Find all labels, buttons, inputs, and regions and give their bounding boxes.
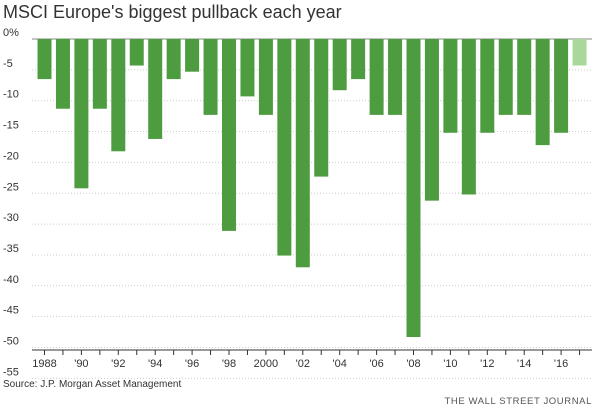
y-tick-label: -35 — [3, 243, 19, 255]
bar-2000 — [258, 39, 273, 115]
bar-2005 — [351, 39, 366, 80]
x-tick-label: '96 — [185, 358, 199, 370]
gridlines — [32, 38, 592, 379]
x-tick-label: '08 — [406, 358, 420, 370]
x-tick-label: 1988 — [32, 358, 56, 370]
y-tick-label: -55 — [3, 366, 19, 378]
x-tick-label: '98 — [222, 358, 236, 370]
y-tick-label: -25 — [3, 181, 19, 193]
x-tick-label: '02 — [296, 358, 310, 370]
y-axis-tick-labels: 0% -5 -10 -15 -20 -25 -30 -35 -40 -45 -50 -55 — [3, 27, 19, 378]
bar-2004 — [332, 39, 347, 91]
bar-1990 — [74, 39, 89, 189]
y-tick-label: -20 — [3, 150, 19, 162]
y-tick-label: -5 — [3, 58, 13, 70]
x-tick-label: '90 — [74, 358, 88, 370]
bar-1998 — [222, 39, 236, 231]
bar-2001 — [277, 39, 292, 256]
bar-1992 — [111, 39, 126, 152]
publisher-credit: THE WALL STREET JOURNAL — [444, 396, 592, 407]
bar-2012 — [480, 39, 495, 133]
bar-1995 — [166, 39, 181, 80]
bar-2013 — [498, 39, 513, 115]
x-tick-label: '12 — [480, 358, 494, 370]
bar-1989 — [55, 39, 70, 109]
x-tick-label: '10 — [443, 358, 457, 370]
bar-1997 — [203, 39, 218, 115]
x-tick-label: 2000 — [254, 358, 278, 370]
y-tick-label: -40 — [3, 274, 19, 286]
bar-1996 — [185, 39, 200, 72]
bar-1993 — [129, 39, 144, 66]
source-note: Source: J.P. Morgan Asset Management — [3, 379, 182, 390]
bar-1991 — [92, 39, 107, 109]
bar-2010 — [443, 39, 458, 133]
y-tick-label: -15 — [3, 120, 19, 132]
x-tick-label: '94 — [148, 358, 162, 370]
bar-2003 — [314, 39, 329, 177]
bar-2002 — [295, 39, 310, 268]
bar-2009 — [424, 39, 439, 201]
chart-title: MSCI Europe's biggest pullback each year — [3, 2, 342, 22]
x-tick-label: '06 — [369, 358, 383, 370]
y-tick-label: -50 — [3, 336, 19, 348]
bar-2011 — [461, 39, 476, 195]
bar-2014 — [517, 39, 532, 115]
bar-series — [37, 39, 587, 338]
bar-2015 — [535, 39, 550, 146]
bar-2006 — [369, 39, 384, 115]
y-tick-label: 0% — [3, 27, 19, 39]
bar-2007 — [388, 39, 403, 115]
x-tick-label: '14 — [517, 358, 531, 370]
bar-1988 — [37, 39, 52, 80]
x-axis: 1988 '90 '92 '94 '96 '98 2000 '02 '04 '06 '08 '10 '1… — [32, 349, 592, 370]
y-tick-label: -30 — [3, 212, 19, 224]
x-tick-label: '16 — [554, 358, 568, 370]
bar-2016 — [554, 39, 569, 133]
bar-1994 — [148, 39, 163, 139]
y-tick-label: -10 — [3, 89, 19, 101]
x-tick-label: '04 — [333, 358, 347, 370]
bar-2017 — [572, 39, 587, 66]
bar-2008 — [406, 39, 421, 338]
bar-1999 — [240, 39, 255, 97]
y-tick-label: -45 — [3, 305, 19, 317]
x-tick-label: '92 — [111, 358, 125, 370]
